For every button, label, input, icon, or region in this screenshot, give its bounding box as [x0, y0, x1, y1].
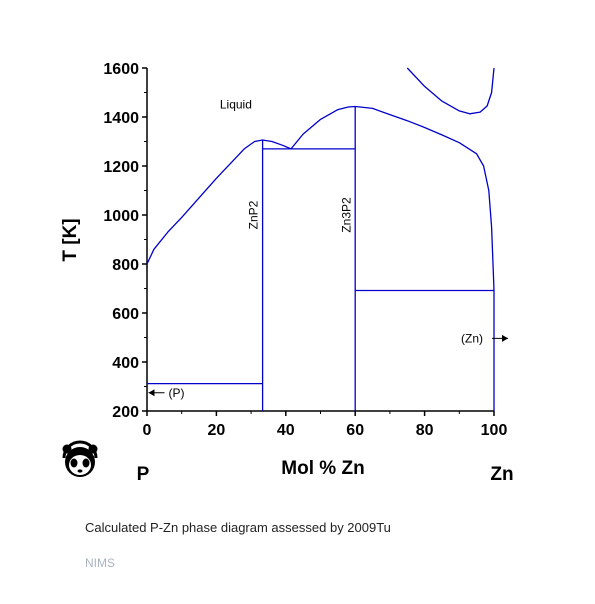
plot-area: 200 400 600 800 1000 1200 1400 1600 0 20 40 60 80 100… — [103, 61, 509, 439]
phase-line-liquidus-left — [146, 139, 292, 265]
left-end-label: P — [137, 464, 150, 485]
credit-text: NIMS — [85, 556, 115, 570]
y-tick-label: 200 — [112, 404, 139, 421]
panda-logo-icon — [62, 440, 98, 477]
annotation-arrowhead — [502, 334, 509, 342]
annotation-label: Zn3P2 — [339, 197, 353, 233]
phase-line-miscibility-gap — [406, 67, 495, 115]
x-tick-label: 100 — [481, 422, 508, 439]
x-tick-label: 60 — [346, 422, 364, 439]
annotation-label: ZnP2 — [246, 200, 260, 229]
x-tick-label: 40 — [277, 422, 295, 439]
phase-line-liquidus-right — [290, 105, 495, 291]
figure-caption: Calculated P-Zn phase diagram assessed b… — [85, 520, 391, 535]
annotation-label: (Zn) — [461, 331, 483, 345]
y-tick-label: 1400 — [103, 110, 139, 127]
y-tick-label: 1200 — [103, 159, 139, 176]
x-tick-label: 0 — [143, 422, 152, 439]
y-tick-label: 800 — [112, 257, 139, 274]
y-tick-label: 600 — [112, 306, 139, 323]
x-axis-title: Mol % Zn — [281, 458, 364, 479]
annotation-label: Liquid — [220, 97, 252, 111]
x-tick-label: 20 — [208, 422, 226, 439]
x-tick-label: 80 — [416, 422, 434, 439]
y-tick-label: 400 — [112, 355, 139, 372]
right-end-label: Zn — [490, 464, 513, 485]
annotation-label: (P) — [169, 386, 185, 400]
y-tick-label: 1000 — [103, 208, 139, 225]
y-tick-label: 1600 — [103, 61, 139, 78]
annotation-arrowhead — [148, 389, 155, 397]
y-axis-title: T [K] — [60, 218, 81, 261]
